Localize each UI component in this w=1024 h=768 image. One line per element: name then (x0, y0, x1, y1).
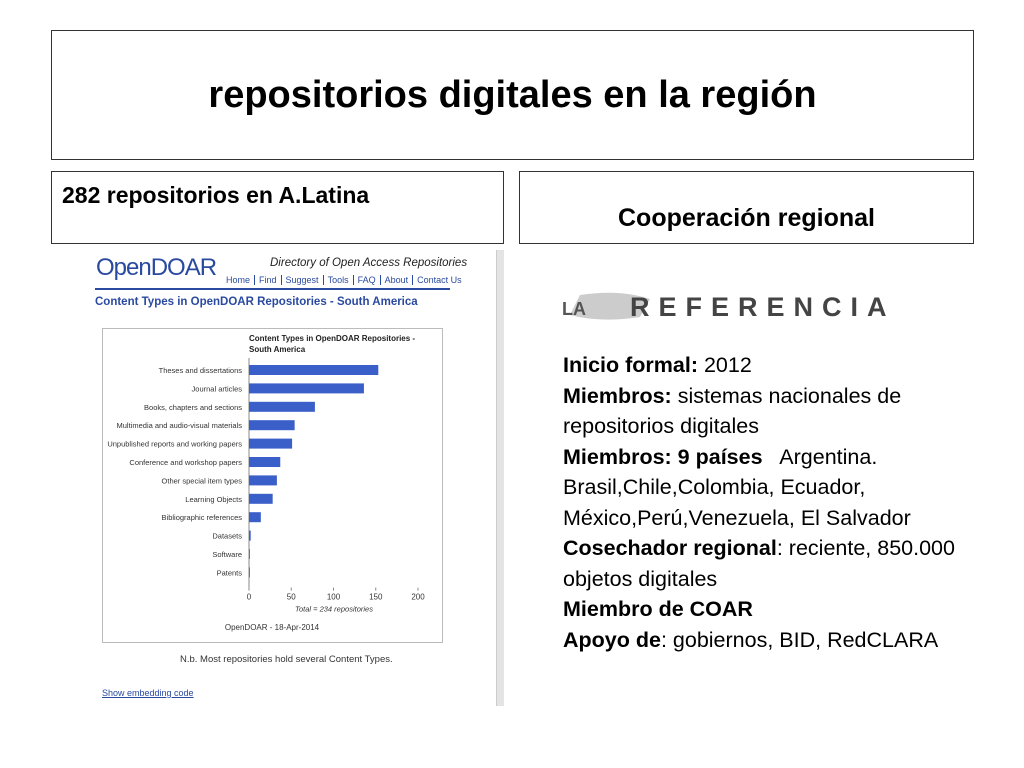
category-label: Bibliographic references (162, 513, 243, 522)
nav-item[interactable]: Suggest (280, 275, 323, 285)
category-label: Journal articles (192, 384, 243, 393)
category-label: Multimedia and audio-visual materials (117, 421, 243, 430)
nav-item[interactable]: About (379, 275, 413, 285)
info-line: Cosechador regional: reciente, 850.000 o… (563, 533, 993, 594)
bar (249, 457, 281, 467)
info-label: Miembros: (563, 383, 672, 408)
info-line: Miembros: sistemas nacionales de reposit… (563, 381, 993, 442)
bar (249, 401, 315, 412)
info-text: sistemas nacionales de repositorios digi… (563, 383, 908, 439)
info-line: Miembro de COAR (563, 594, 993, 625)
x-tick-label: 100 (327, 593, 341, 602)
x-tick-label: 50 (287, 593, 296, 602)
bar (249, 365, 379, 375)
referencia-logo: LA REFERENCIA (562, 292, 896, 322)
caption: OpenDOAR - 18-Apr-2014 (225, 623, 320, 632)
info-text: : gobiernos, BID, RedCLARA (660, 627, 939, 652)
info-text: Argentina. Brasil,Chile,Colombia, Ecuado… (563, 444, 911, 530)
category-label: Unpublished reports and working papers (107, 440, 242, 449)
logo-small: LA (562, 299, 586, 319)
category-label: Other special item types (162, 476, 243, 485)
opendoar-logo: OpenDOAR (96, 254, 217, 281)
chart-frame (102, 328, 443, 643)
slide-title: repositorios digitales en la región (51, 30, 974, 160)
category-label: Theses and dissertations (159, 366, 243, 375)
directory-title: Directory of Open Access Repositories (270, 257, 468, 269)
info-label: Inicio formal: (563, 353, 698, 377)
x-label: Total = 234 repositories (295, 605, 373, 614)
logo-map (570, 292, 650, 320)
info-line: Miembros: 9 países Argentina. Brasil,Chi… (563, 442, 993, 534)
category-label: Patents (217, 568, 243, 577)
nav-item[interactable]: FAQ (352, 275, 380, 285)
bar (249, 493, 273, 504)
bar (249, 420, 295, 431)
bar (249, 512, 261, 523)
info-label: Miembro de COAR (563, 597, 753, 621)
bar (249, 475, 277, 486)
info: Inicio formal: 2012 Miembros: sistemas na… (563, 350, 993, 655)
category-label: Datasets (212, 532, 242, 541)
right-heading: Cooperación regional (519, 171, 974, 244)
embed-link[interactable]: Show embedding code (102, 688, 194, 698)
nav-item[interactable]: Find (254, 275, 281, 285)
logo-big: REFERENCIA (630, 292, 896, 322)
scrollbar (496, 250, 504, 706)
bar (249, 567, 250, 578)
bar (249, 383, 364, 394)
category-label: Conference and workshop papers (129, 458, 242, 467)
left-heading: 282 repositorios en A.Latina (51, 171, 504, 244)
info-text: 2012 (697, 353, 752, 377)
info-label: Apoyo de (563, 627, 661, 652)
info-label: Miembros: 9 países (563, 444, 763, 469)
info-line: Apoyo de: gobiernos, BID, RedCLARA (563, 625, 993, 656)
x-tick-label: 200 (411, 593, 425, 602)
info-text: : reciente, 850.000 objetos digitales (563, 536, 961, 591)
note: N.b. Most repositories hold several Cont… (180, 654, 393, 665)
nav-item[interactable]: Home (226, 275, 251, 285)
info-line: Inicio formal: 2012 (563, 350, 993, 381)
nav-item[interactable]: Contact Us (412, 275, 466, 285)
bar (249, 530, 251, 541)
bar (249, 549, 250, 559)
bar (249, 438, 293, 449)
x-tick-label: 0 (247, 593, 252, 602)
info-label: Cosechador regional (563, 536, 777, 560)
chart-title: Content Types in OpenDOAR Repositories -… (249, 334, 416, 354)
nav: Home Find Suggest Tools FAQ About Contact Us (222, 275, 466, 285)
divider (95, 288, 450, 290)
nav-item[interactable]: Tools (322, 275, 353, 285)
category-label: Software (212, 550, 242, 559)
page-title: Content Types in OpenDOAR Repositories -… (95, 296, 418, 308)
x-tick-label: 150 (369, 593, 383, 602)
category-label: Books, chapters and sections (144, 403, 242, 412)
category-label: Learning Objects (185, 495, 242, 504)
